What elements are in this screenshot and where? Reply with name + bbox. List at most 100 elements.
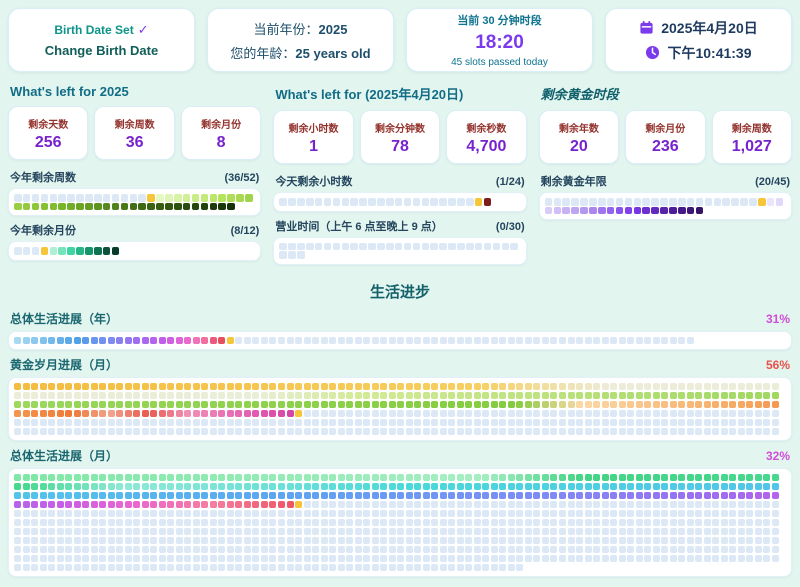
progress-square — [775, 198, 784, 206]
progress-square — [286, 336, 294, 344]
overall-life-months-grid — [8, 467, 792, 577]
stat-cards-row: 剩余年数 20 剩余月份 236 剩余周数 1,027 — [538, 110, 792, 164]
progress-square — [243, 527, 251, 535]
progress-square — [167, 418, 175, 426]
progress-square — [593, 473, 601, 481]
progress-square — [337, 382, 345, 390]
progress-square — [669, 527, 677, 535]
progress-square — [133, 527, 141, 535]
progress-square — [277, 536, 285, 544]
progress-square — [48, 382, 56, 390]
progress-square — [116, 563, 124, 571]
progress-square — [39, 400, 47, 408]
progress-square — [737, 427, 745, 435]
progress-square — [397, 563, 405, 571]
progress-square — [610, 527, 618, 535]
progress-square — [141, 536, 149, 544]
grid-fraction: (0/30) — [495, 220, 525, 233]
progress-square — [380, 427, 388, 435]
progress-square — [380, 409, 388, 417]
progress-square — [686, 536, 694, 544]
progress-square — [720, 545, 728, 553]
progress-square — [39, 409, 47, 417]
progress-square — [746, 536, 754, 544]
progress-square — [644, 409, 652, 417]
progress-square — [771, 509, 779, 517]
progress-square — [405, 491, 413, 499]
progress-square — [771, 427, 779, 435]
progress-square — [405, 500, 413, 508]
progress-square — [65, 491, 73, 499]
progress-square — [516, 336, 524, 344]
progress-square — [65, 418, 73, 426]
progress-square — [703, 400, 711, 408]
stat-value: 36 — [125, 134, 144, 151]
progress-square — [465, 409, 473, 417]
progress-square — [346, 491, 354, 499]
progress-square — [252, 473, 260, 481]
progress-square — [286, 409, 294, 417]
progress-square — [192, 400, 200, 408]
progress-square — [14, 545, 21, 553]
progress-square — [618, 500, 626, 508]
progress-square — [584, 382, 592, 390]
progress-square — [524, 427, 532, 435]
progress-square — [235, 527, 243, 535]
progress-square — [337, 491, 345, 499]
progress-square — [141, 409, 149, 417]
progress-square — [482, 527, 490, 535]
progress-square — [209, 418, 217, 426]
progress-square — [473, 527, 481, 535]
progress-square — [363, 336, 371, 344]
progress-square — [201, 400, 209, 408]
progress-square — [729, 491, 737, 499]
progress-square — [729, 527, 737, 535]
progress-square — [499, 382, 507, 390]
progress-square — [286, 473, 294, 481]
progress-square — [456, 473, 464, 481]
progress-square — [337, 563, 345, 571]
progress-square — [615, 206, 624, 215]
change-birth-date-button[interactable]: Change Birth Date — [44, 43, 159, 58]
progress-square — [102, 194, 111, 202]
progress-square — [720, 518, 728, 526]
progress-square — [499, 391, 507, 399]
progress-square — [771, 545, 779, 553]
progress-square — [593, 382, 601, 390]
progress-square — [507, 545, 515, 553]
progress-square — [303, 482, 311, 490]
progress-square — [150, 500, 158, 508]
progress-square — [618, 400, 626, 408]
progress-square — [405, 409, 413, 417]
progress-square — [703, 418, 711, 426]
progress-square — [541, 509, 549, 517]
progress-square — [295, 518, 303, 526]
progress-square — [660, 198, 668, 206]
progress-square — [165, 202, 173, 211]
progress-square — [388, 563, 396, 571]
progress-square — [56, 409, 64, 417]
progress-square — [218, 409, 226, 417]
top-cards-row: Birth Date Set ✓ Change Birth Date 当前年份：2… — [8, 8, 792, 72]
progress-square — [363, 509, 371, 517]
progress-square — [661, 336, 669, 344]
progress-square — [49, 247, 58, 255]
progress-square — [31, 247, 40, 255]
progress-square — [559, 473, 566, 481]
progress-square — [610, 409, 618, 417]
progress-square — [627, 482, 635, 490]
progress-square — [610, 336, 618, 344]
progress-square — [593, 409, 601, 417]
progress-square — [209, 202, 218, 211]
progress-square — [627, 391, 635, 399]
progress-square — [39, 482, 47, 490]
progress-square — [184, 382, 192, 390]
progress-square — [48, 400, 56, 408]
stat-value: 236 — [651, 138, 679, 155]
progress-square — [363, 409, 371, 417]
progress-square — [507, 518, 515, 526]
progress-square — [431, 418, 439, 426]
stat-value: 20 — [569, 138, 588, 155]
progress-square — [286, 563, 294, 571]
progress-square — [763, 418, 771, 426]
